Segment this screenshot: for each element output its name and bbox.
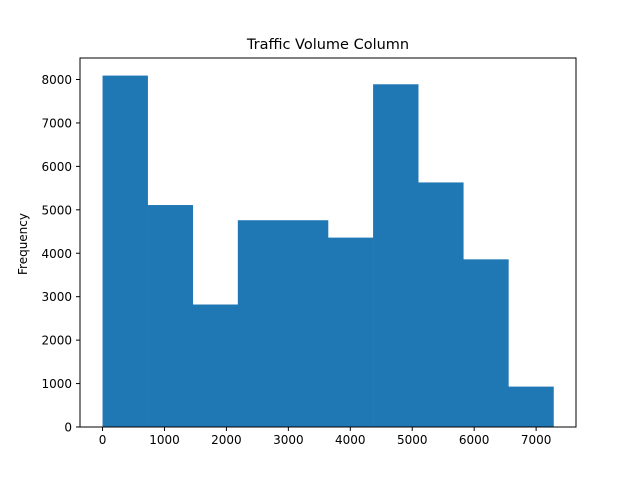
x-tick-label: 2000: [211, 433, 242, 447]
histogram-bar: [237, 220, 284, 427]
histogram-bar: [328, 237, 374, 427]
histogram-bar: [508, 386, 554, 427]
histogram-bar: [463, 259, 509, 427]
y-tick-label: 5000: [41, 203, 72, 217]
x-tick-label: 0: [99, 433, 107, 447]
y-tick-label: 0: [64, 421, 72, 435]
x-tick-label: 6000: [459, 433, 490, 447]
histogram-bar: [418, 182, 464, 427]
bars-group: [102, 75, 554, 428]
y-tick-label: 3000: [41, 290, 72, 304]
x-axis-ticks: 0 1000 2000 3000 4000 5000 6000 7000: [99, 427, 552, 447]
chart-title: Traffic Volume Column: [246, 37, 409, 53]
y-axis-label: Frequency: [16, 213, 30, 275]
y-tick-label: 8000: [41, 73, 72, 87]
histogram-bar: [192, 304, 239, 427]
y-axis-ticks: 0 1000 2000 3000 4000 5000 6000 7000 8000: [41, 73, 80, 435]
histogram-bar: [373, 84, 419, 428]
x-tick-label: 5000: [397, 433, 428, 447]
x-tick-label: 7000: [521, 433, 552, 447]
histogram-bar: [147, 205, 194, 427]
y-tick-label: 6000: [41, 160, 72, 174]
histogram-bar: [282, 220, 329, 427]
histogram-bar: [102, 75, 148, 428]
y-tick-label: 1000: [41, 377, 72, 391]
x-tick-label: 1000: [149, 433, 180, 447]
y-tick-label: 4000: [41, 247, 72, 261]
x-tick-label: 4000: [335, 433, 366, 447]
plot-frame: [79, 57, 577, 428]
y-tick-label: 2000: [41, 334, 72, 348]
y-tick-label: 7000: [41, 116, 72, 130]
x-tick-label: 3000: [273, 433, 304, 447]
